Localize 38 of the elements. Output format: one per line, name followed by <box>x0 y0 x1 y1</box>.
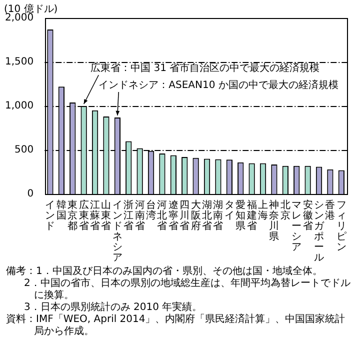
y-tick-label: 1,500 <box>4 56 34 68</box>
x-tick-label: 河南省 <box>134 198 145 232</box>
x-tick-label: 北京 <box>280 198 290 222</box>
x-tick-label: 東京都 <box>68 198 78 232</box>
text: 備考：1．中国及び日本のみ国内の省・県別、その他は国・地域全体。 <box>6 266 324 278</box>
y-tick-label: 1,000 <box>4 100 34 112</box>
x-tick-label: 湖南省 <box>213 198 224 232</box>
y-tick-label: 500 <box>14 144 34 156</box>
x-tick-label: 台湾 <box>146 198 156 222</box>
x-tick-label: 安徽省 <box>302 198 313 232</box>
x-tick-label: 広東省 <box>78 198 89 232</box>
x-tick-label: フィリピン <box>336 200 346 253</box>
x-tick-label: 浙江省 <box>124 198 134 232</box>
x-tick-label: 上海 <box>258 198 268 222</box>
x-tick-label: インド <box>45 200 56 232</box>
x-tick-label: 山東省 <box>101 198 112 232</box>
x-tick-label: 湖北省 <box>202 198 212 232</box>
x-tick-label: 愛知県 <box>236 198 246 232</box>
x-tick-label: 大阪府 <box>190 198 201 232</box>
x-tick-label: マレーシア <box>292 200 302 253</box>
x-tick-label: タイ <box>224 200 234 222</box>
text: 資料：IMF「WEO, April 2014」、内閣府「県民経済計算」、中国国家統計局から作成。 <box>6 314 346 338</box>
annotation: インドネシア：ASEAN10 か国の中で最大の経済規模 <box>98 79 338 91</box>
x-tick-label: 韓国 <box>56 198 66 222</box>
x-tick-label: 四川省 <box>180 200 190 232</box>
x-tick-label: 河北省 <box>157 198 168 232</box>
y-tick-label: 2,000 <box>4 12 34 24</box>
annotation: 広東省：中国 31 省市自治区の中で最大の経済規模 <box>90 62 320 74</box>
y-tick-label: 0 <box>27 188 34 200</box>
x-tick-label: 江蘇省 <box>90 198 100 232</box>
text: 3．日本の県別統計のみ 2010 年実績。 <box>23 302 204 314</box>
x-tick-label: 香港 <box>325 198 336 222</box>
x-tick-label: 福建省 <box>246 198 257 232</box>
x-tick-label: 神奈川県 <box>269 198 280 242</box>
text: 2．中国の省市、日本の県別の地域総生産は、年間平均為替レートでドルに換算。 <box>23 278 351 302</box>
x-tick-label: インドネシア <box>112 200 122 264</box>
x-tick-label: 遼寧省 <box>168 200 178 232</box>
x-tick-label: シンガポール <box>314 200 326 264</box>
